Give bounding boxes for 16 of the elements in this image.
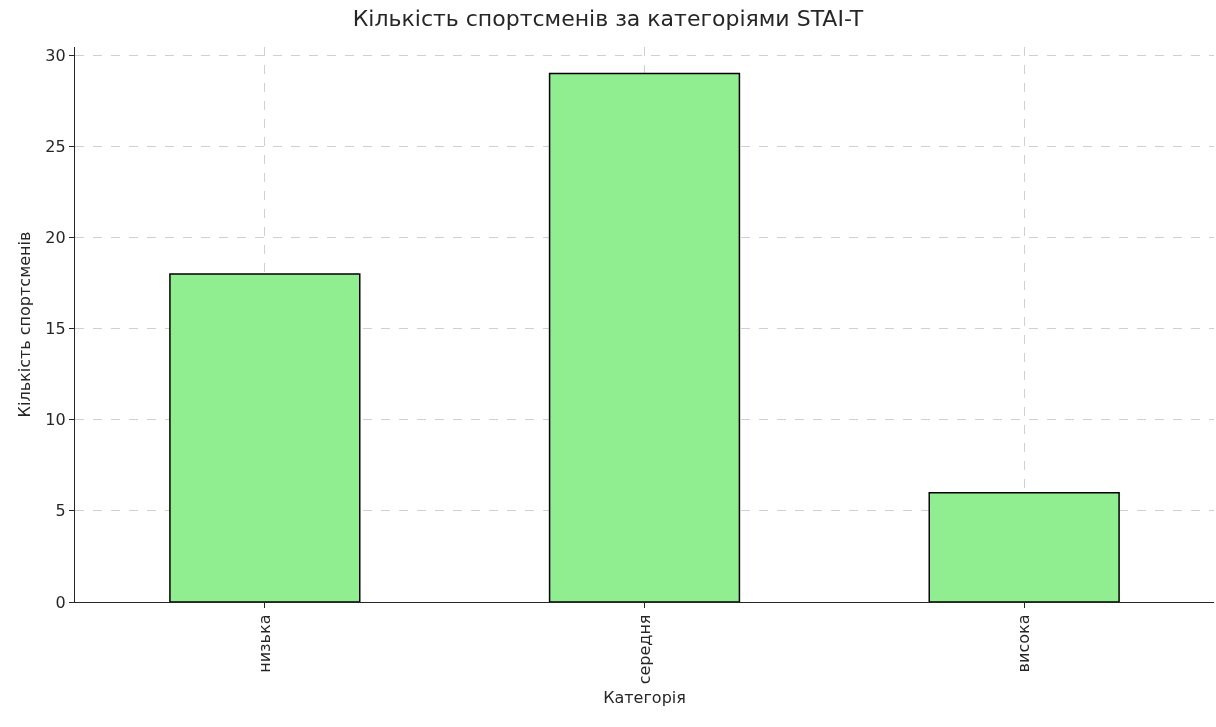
x-tick-label: низька xyxy=(255,614,275,673)
bar xyxy=(548,72,741,602)
y-tick-label: 0 xyxy=(55,592,66,612)
chart-title: Кількість спортсменів за категоріями STAI-T xyxy=(352,6,864,32)
x-tick-label: середня xyxy=(634,614,654,685)
y-tick-label: 15 xyxy=(45,319,66,339)
bar xyxy=(928,491,1120,602)
x-tick-label: висока xyxy=(1014,614,1034,673)
bar xyxy=(169,273,361,602)
y-tick-label: 5 xyxy=(55,501,66,521)
y-axis-title: Кількість спортсменів xyxy=(15,231,35,418)
x-axis-title: Категорія xyxy=(603,688,686,707)
y-tick-label: 20 xyxy=(45,228,66,248)
y-tick-label: 10 xyxy=(45,410,66,430)
y-tick-label: 30 xyxy=(45,45,66,65)
y-tick-label: 25 xyxy=(45,136,66,156)
